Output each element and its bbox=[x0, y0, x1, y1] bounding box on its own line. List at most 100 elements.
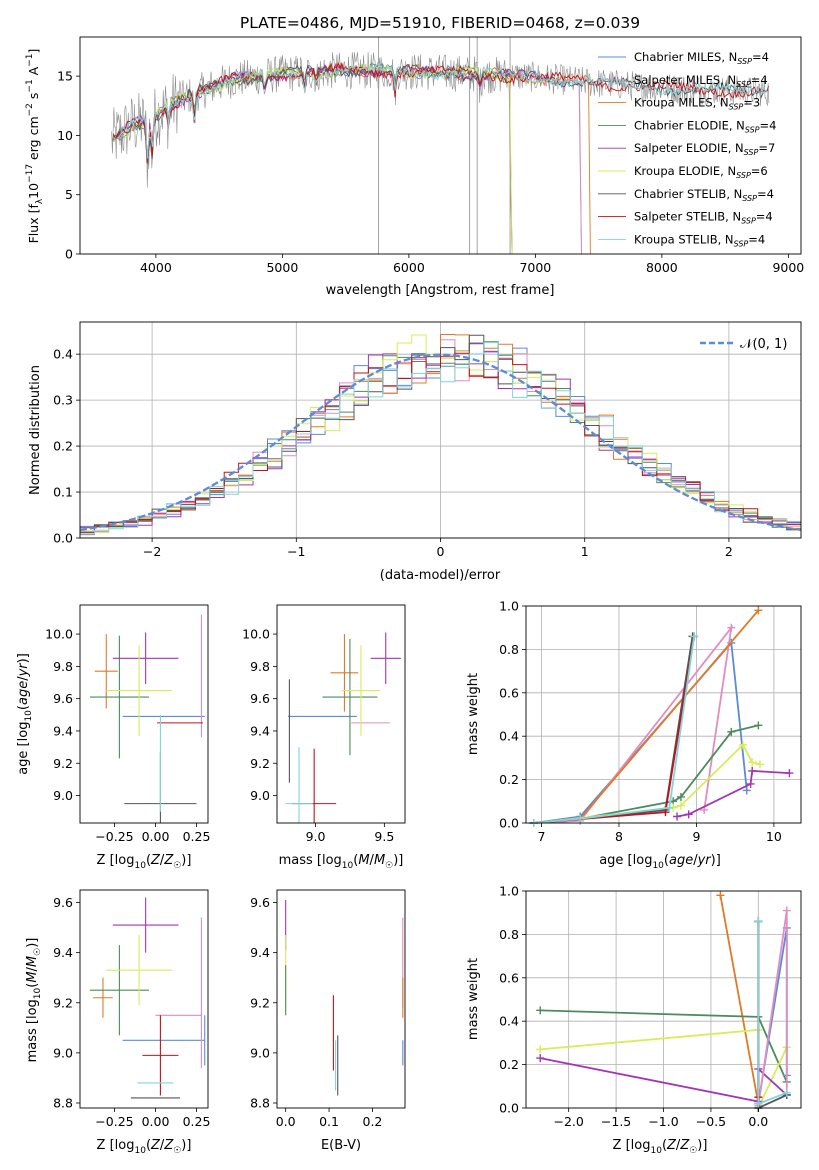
age_vs_mass-ytick-label: 9.4 bbox=[250, 723, 270, 738]
mass-weight-marker bbox=[536, 1006, 545, 1015]
histogram-step-line bbox=[80, 352, 801, 535]
mass_weight_vs_Z-xtick-label: −2.0 bbox=[553, 1114, 583, 1129]
mass-vs-metallicity-ylabel: mass [log10(M/M☉)] bbox=[25, 938, 43, 1063]
spectrum-lines bbox=[111, 37, 770, 255]
mass_weight_vs_age-ytick-label: 1.0 bbox=[499, 599, 519, 614]
age_vs_Z-ytick-label: 9.6 bbox=[53, 691, 73, 706]
mass-weight-vs-metallicity-xlabel: Z [log10(Z/Z☉)] bbox=[613, 1138, 708, 1156]
model-spectrum-line bbox=[112, 64, 769, 160]
mass-weight-marker bbox=[727, 623, 736, 632]
age_vs_Z-ytick-label: 9.8 bbox=[53, 659, 73, 674]
mass_vs_ebv-xtick-label: 0.2 bbox=[363, 1114, 383, 1129]
mass-weight-marker bbox=[754, 1099, 763, 1108]
mass_weight_vs_age-ytick-label: 0.2 bbox=[499, 772, 519, 787]
mass-weight-marker bbox=[782, 906, 791, 915]
mass-weight-marker bbox=[536, 1054, 545, 1063]
mass_vs_Z-xtick-label: 0.00 bbox=[142, 1114, 170, 1129]
mass-weight-vs-metallicity-ticks: −2.0 −1.5 −1.0 −0.5 0.0 0.0 0.2 0.4 0.6 0.8 1.0 bbox=[499, 884, 768, 1130]
residual_histogram-ytick-label: 0.3 bbox=[53, 393, 73, 408]
age_vs_mass-xtick-label: 9.5 bbox=[374, 829, 394, 844]
mass_vs_ebv-ytick-label: 9.2 bbox=[250, 995, 270, 1010]
mass-weight-line bbox=[533, 636, 695, 824]
residual_histogram-xtick-label: −1 bbox=[287, 544, 305, 559]
spectrum-xtick-label: 9000 bbox=[772, 260, 804, 275]
mass-weight-marker bbox=[676, 792, 685, 801]
age_vs_Z-xtick-label: −0.25 bbox=[95, 829, 133, 844]
mass_vs_Z-ytick-label: 9.6 bbox=[53, 895, 73, 910]
mass-vs-metallicity-ticks: −0.25 0.00 0.25 8.8 9.0 9.2 9.4 9.6 bbox=[53, 895, 210, 1129]
spectrum-ytick-label: 15 bbox=[57, 69, 73, 84]
mass_vs_Z-xtick-label: −0.25 bbox=[95, 1114, 133, 1129]
age_vs_mass-ytick-label: 10.0 bbox=[242, 627, 270, 642]
age-vs-mass-frame bbox=[276, 604, 406, 824]
age-vs-metallicity-panel: −0.25 0.00 0.25 9.0 9.2 9.4 9.6 9.8 10.0 Z [log1… bbox=[16, 604, 210, 871]
age-vs-metallicity-ticks: −0.25 0.00 0.25 9.0 9.2 9.4 9.6 9.8 10.0 bbox=[45, 627, 210, 844]
residual_histogram-ytick-label: 0.4 bbox=[53, 347, 73, 362]
mass-weight-vs-age-lines bbox=[529, 606, 794, 827]
mass_vs_Z-ytick-label: 8.8 bbox=[53, 1095, 73, 1110]
mass-vs-metallicity-panel: −0.25 0.00 0.25 8.8 9.0 9.2 9.4 9.6 Z [log10(Z/… bbox=[25, 889, 210, 1156]
mass_weight_vs_Z-xtick-label: −1.0 bbox=[648, 1114, 678, 1129]
spectrum-ylabel: Flux [fλ10−17 erg cm−2 s−1 A−1] bbox=[25, 49, 45, 244]
mass_weight_vs_age-xtick-label: 8 bbox=[615, 829, 623, 844]
mass-weight-line bbox=[719, 895, 760, 1104]
mass_vs_ebv-ytick-label: 9.6 bbox=[250, 895, 270, 910]
mass-weight-marker bbox=[754, 917, 763, 926]
age_vs_Z-ytick-label: 9.4 bbox=[53, 723, 73, 738]
spectrum-xtick-label: 4000 bbox=[140, 260, 172, 275]
model-spectrum-line bbox=[112, 61, 770, 164]
legend-label: Chabrier STELIB, NSSP=4 bbox=[634, 187, 774, 203]
mass-weight-vs-metallicity-ylabel: mass weight bbox=[466, 958, 481, 1040]
legend-label: Chabrier MILES, NSSP=4 bbox=[634, 50, 769, 66]
mass_weight_vs_Z-ytick-label: 0.6 bbox=[499, 970, 519, 985]
mass-vs-ebv-ticks: 0.0 0.1 0.2 8.8 9.0 9.2 9.4 9.6 bbox=[250, 895, 382, 1129]
age_vs_Z-ytick-label: 9.0 bbox=[53, 788, 73, 803]
histogram-ylabel: Normed distribution bbox=[28, 365, 43, 495]
mass_vs_ebv-ytick-label: 8.8 bbox=[250, 1095, 270, 1110]
residual_histogram-ytick-label: 0.1 bbox=[53, 485, 73, 500]
mass_weight_vs_age-xtick-label: 7 bbox=[538, 829, 546, 844]
age-vs-metallicity-ylabel: age [log10(age/yr)] bbox=[16, 653, 34, 775]
mass-weight-marker bbox=[690, 632, 699, 641]
mass-weight-marker bbox=[536, 1045, 545, 1054]
residual_histogram-xtick-label: 2 bbox=[725, 544, 733, 559]
mass-weight-vs-age-ticks: 7 8 9 10 0.0 0.2 0.4 0.6 0.8 1.0 bbox=[499, 599, 782, 845]
normal-legend-label: 𝒩(0, 1) bbox=[740, 337, 787, 352]
legend-label: Salpeter ELODIE, NSSP=7 bbox=[634, 141, 775, 157]
residual_histogram-ytick-label: 0.0 bbox=[53, 531, 73, 546]
mass-weight-marker bbox=[748, 758, 757, 767]
mass_vs_Z-ytick-label: 9.4 bbox=[53, 945, 73, 960]
mass-weight-marker bbox=[782, 1088, 791, 1097]
mass_weight_vs_age-xtick-label: 9 bbox=[692, 829, 700, 844]
mass-weight-vs-age-ylabel: mass weight bbox=[466, 673, 481, 755]
spectrum-legend: Chabrier MILES, NSSP=4 Salpeter MILES, NS… bbox=[598, 50, 776, 248]
model-spectrum-line bbox=[113, 63, 769, 159]
figure-title: PLATE=0486, MJD=51910, FIBERID=0468, z=0… bbox=[240, 14, 640, 32]
age-vs-mass-ticks: 9.0 9.5 9.0 9.2 9.4 9.6 9.8 10.0 bbox=[242, 627, 394, 844]
mass-vs-metallicity-xlabel: Z [log10(Z/Z☉)] bbox=[97, 1138, 192, 1156]
mass_vs_ebv-xtick-label: 0.1 bbox=[319, 1114, 339, 1129]
residual_histogram-xtick-label: 1 bbox=[581, 544, 589, 559]
mass-weight-vs-metallicity-lines bbox=[536, 891, 791, 1112]
mass-weight-vs-age-frame bbox=[525, 605, 802, 824]
age-vs-metallicity-xlabel: Z [log10(Z/Z☉)] bbox=[97, 853, 192, 871]
mass-vs-ebv-frame bbox=[276, 889, 406, 1109]
age_vs_mass-xtick-label: 9.0 bbox=[306, 829, 326, 844]
mass_vs_Z-ytick-label: 9.0 bbox=[53, 1045, 73, 1060]
mass_weight_vs_age-ytick-label: 0.6 bbox=[499, 685, 519, 700]
mass-weight-vs-age-panel: 7 8 9 10 0.0 0.2 0.4 0.6 0.8 1.0 age [log10(age/y… bbox=[466, 599, 802, 871]
mass_weight_vs_Z-ytick-label: 0.2 bbox=[499, 1057, 519, 1072]
mass-vs-metallicity-frame bbox=[79, 889, 209, 1109]
residual_histogram-xtick-label: −2 bbox=[143, 544, 161, 559]
mass-vs-metallicity-errorbars bbox=[89, 897, 206, 1099]
mass_weight_vs_age-ytick-label: 0.4 bbox=[499, 729, 519, 744]
histogram-step-line bbox=[80, 342, 801, 535]
spectrum-ytick-label: 0 bbox=[65, 247, 73, 262]
mass-weight-marker bbox=[746, 779, 755, 788]
mass_weight_vs_age-ytick-label: 0.0 bbox=[499, 816, 519, 831]
spectrum-axes-frame bbox=[79, 36, 802, 255]
age-vs-mass-xlabel: mass [log10(M/M☉)] bbox=[279, 853, 404, 871]
age_vs_mass-ytick-label: 9.8 bbox=[250, 659, 270, 674]
